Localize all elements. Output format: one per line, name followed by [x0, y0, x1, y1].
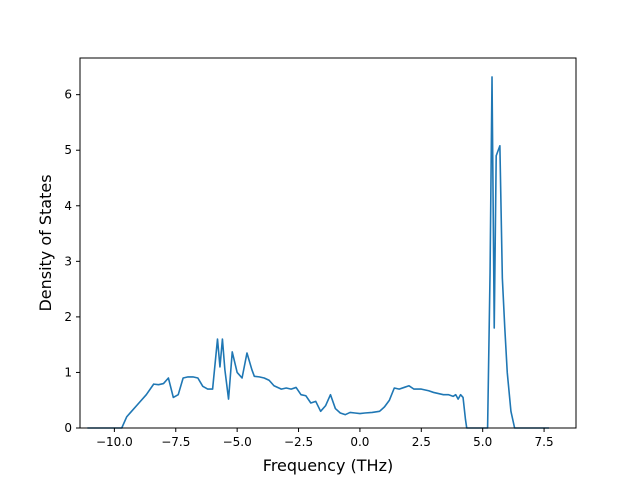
plot-frame	[79, 57, 577, 429]
x-tick-label: −5.0	[223, 435, 252, 449]
x-axis-label: Frequency (THz)	[263, 456, 393, 475]
series-layer	[87, 76, 549, 429]
y-tick-label: 3	[64, 254, 72, 268]
y-tick-label: 1	[64, 365, 72, 379]
y-tick-label: 4	[64, 199, 72, 213]
x-tick-label: 0.0	[350, 435, 369, 449]
y-tick-label: 5	[64, 143, 72, 157]
y-tick-label: 6	[64, 88, 72, 102]
y-axis-ticks: 0 1 2 3 4 5 6	[64, 88, 80, 435]
y-tick-label: 2	[64, 310, 72, 324]
dos-series-line	[87, 76, 549, 429]
x-tick-label: 7.5	[535, 435, 554, 449]
x-tick-label: −10.0	[96, 435, 133, 449]
x-axis-ticks: −10.0 −7.5 −5.0 −2.5 0.0 2.5 5.0 7.5	[96, 428, 554, 449]
y-axis-label: Density of States	[36, 174, 55, 311]
x-tick-label: 2.5	[412, 435, 431, 449]
x-tick-label: 5.0	[473, 435, 492, 449]
y-tick-label: 0	[64, 421, 72, 435]
x-tick-label: −2.5	[284, 435, 313, 449]
x-tick-label: −7.5	[161, 435, 190, 449]
